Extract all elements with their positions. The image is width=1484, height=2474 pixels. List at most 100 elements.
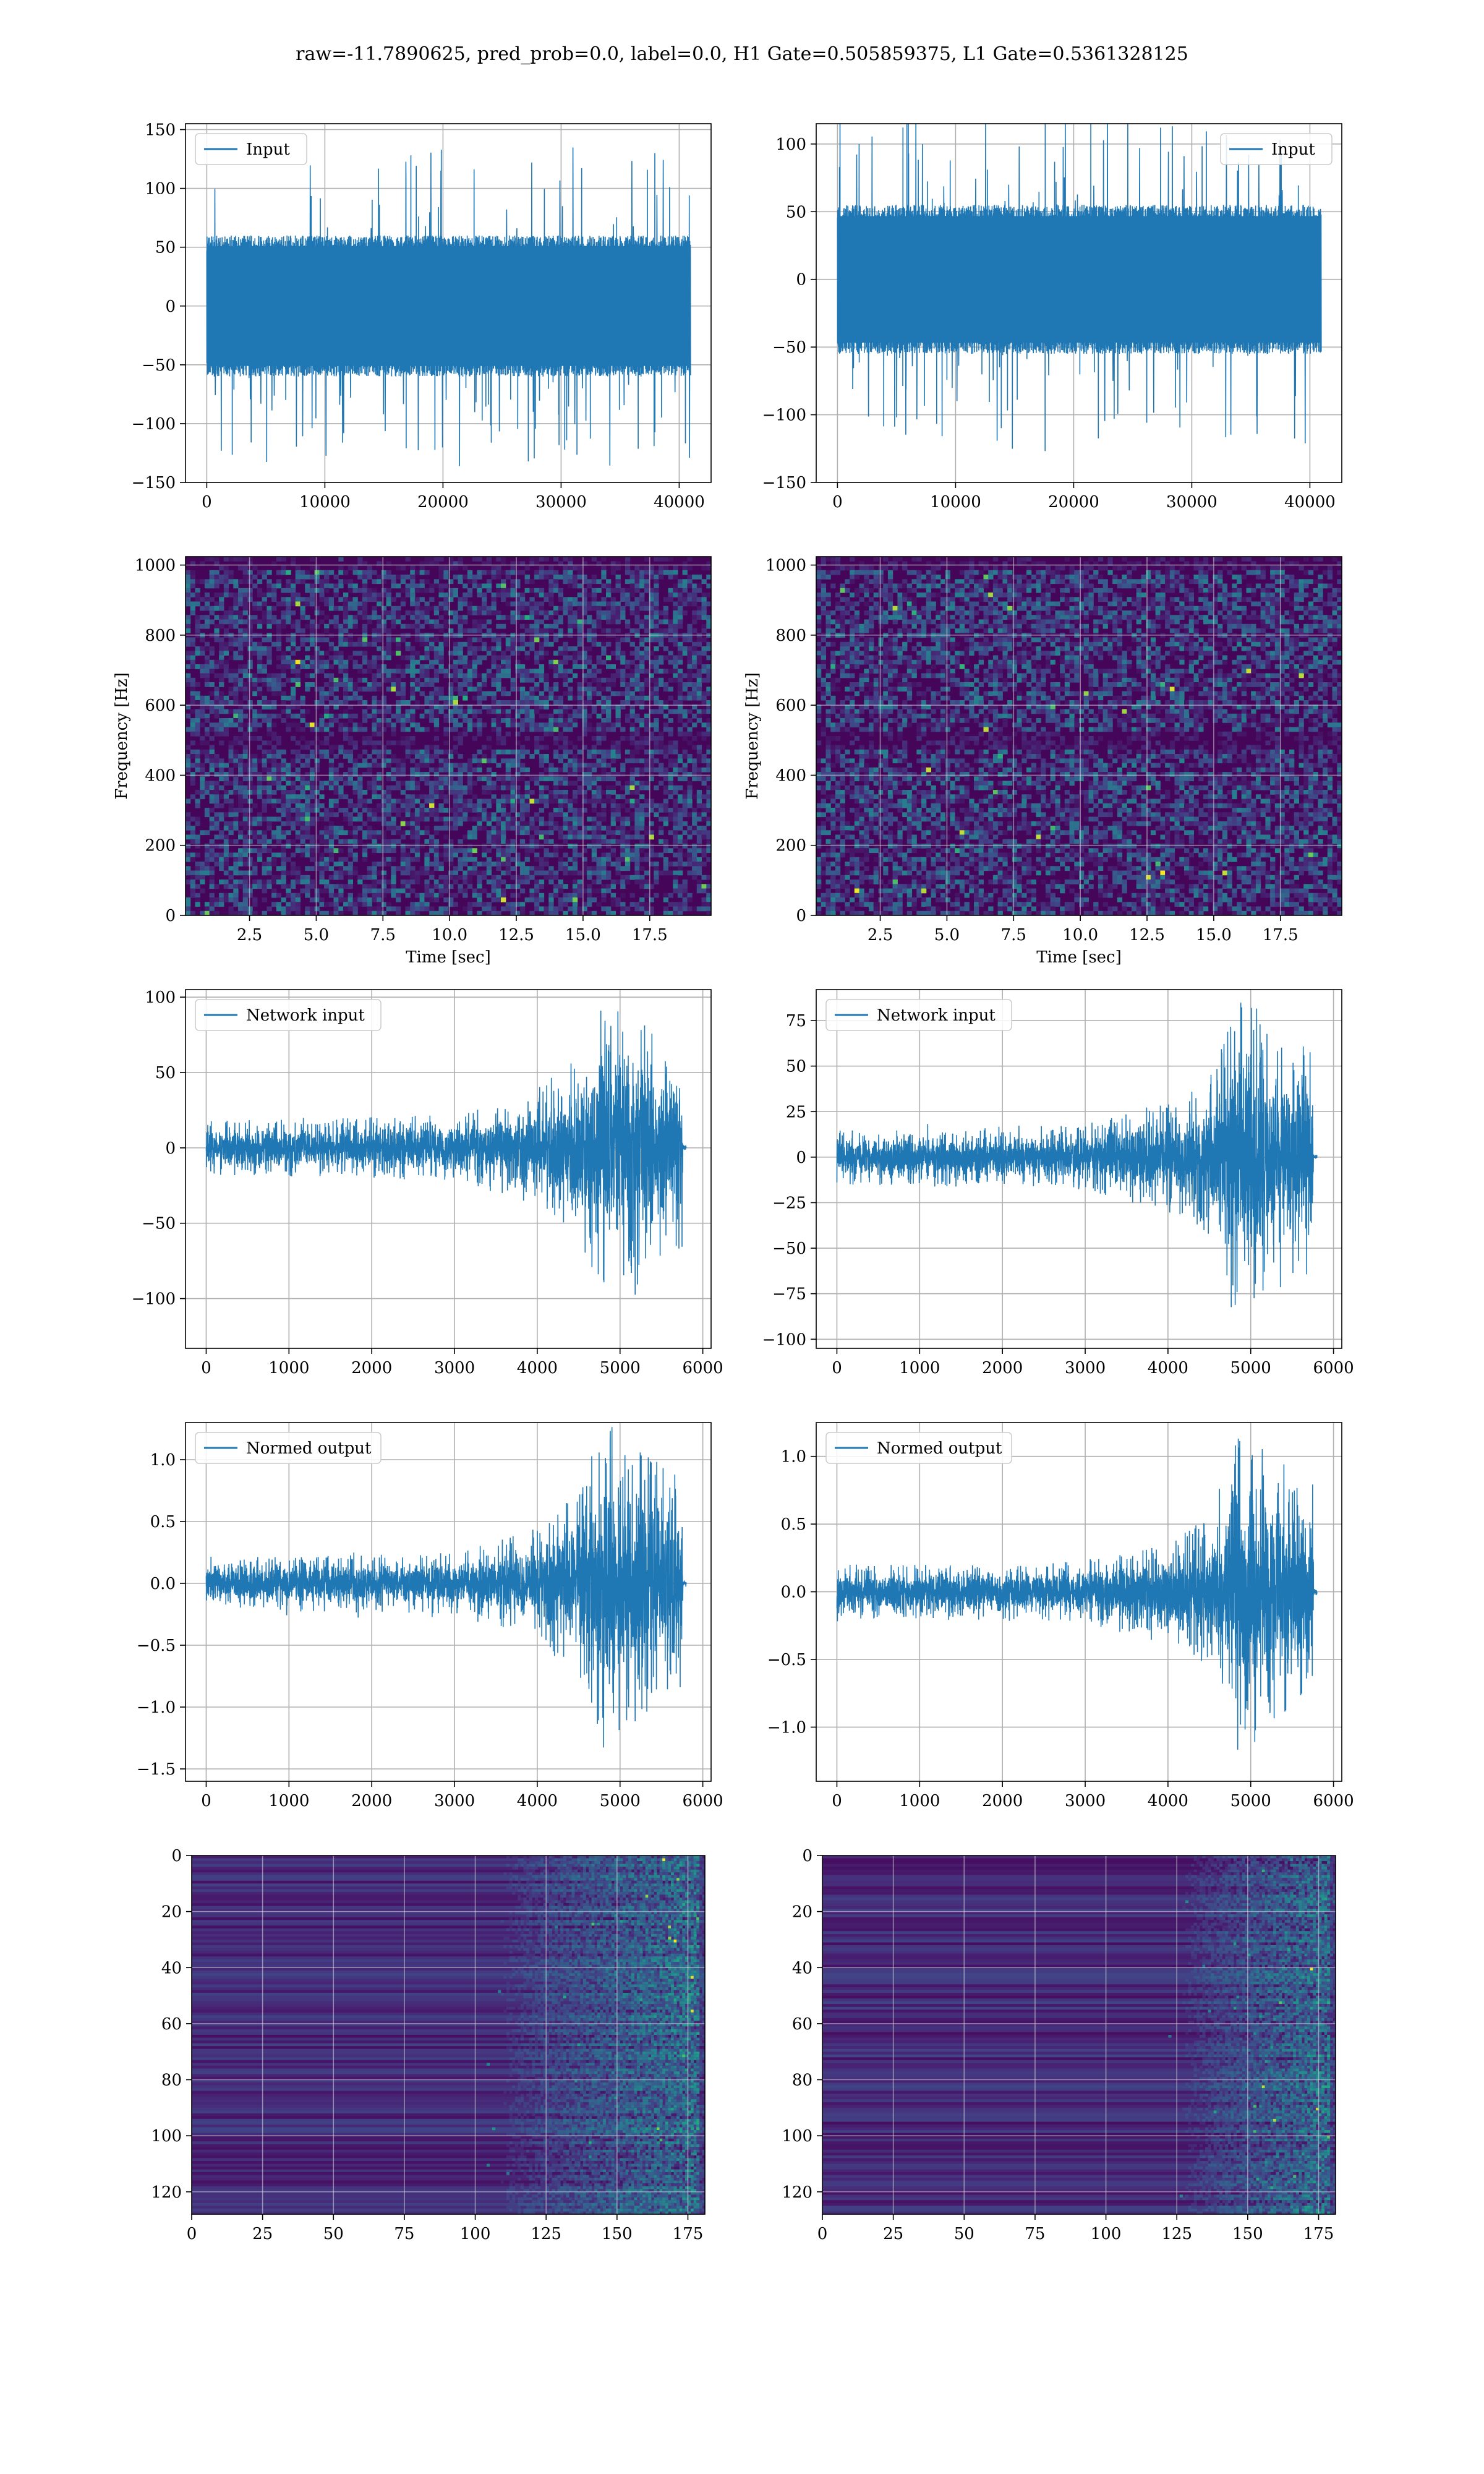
legend-label: Normed output bbox=[246, 1439, 372, 1458]
legend: Normed output bbox=[195, 1432, 382, 1464]
plot-area bbox=[192, 1856, 705, 2214]
x-tick-label: 3000 bbox=[434, 1359, 475, 1377]
legend: Normed output bbox=[825, 1432, 1012, 1464]
x-tick-label: 20000 bbox=[1048, 493, 1099, 511]
x-tick-label: 17.5 bbox=[632, 926, 668, 944]
y-tick-label: −100 bbox=[132, 1290, 176, 1309]
y-tick-label: −1.0 bbox=[767, 1718, 806, 1737]
series-line bbox=[836, 1438, 1318, 1750]
x-tick-label: 10.0 bbox=[1062, 926, 1098, 944]
x-tick-label: 5000 bbox=[1230, 1359, 1271, 1377]
grid bbox=[822, 1856, 1336, 2214]
y-tick-label: −1.0 bbox=[137, 1698, 176, 1717]
x-tick-label: 5.0 bbox=[934, 926, 960, 944]
y-tick-label: 0 bbox=[171, 1847, 182, 1865]
x-tick-label: 2.5 bbox=[237, 926, 262, 944]
series-line bbox=[836, 1003, 1318, 1308]
y-tick-label: 120 bbox=[151, 2183, 182, 2202]
plot-area bbox=[186, 990, 711, 1348]
y-tick-label: 50 bbox=[786, 1058, 806, 1076]
legend: Network input bbox=[825, 999, 1012, 1031]
y-tick-label: 150 bbox=[145, 121, 176, 140]
plot-area bbox=[186, 124, 711, 482]
x-tick-label: 0 bbox=[817, 2225, 828, 2243]
y-tick-label: 600 bbox=[145, 696, 176, 715]
chart-spectrogram-l1: 2.5 5.0 7.5 10.0 12.5 15.0 17.5 0 200 400 600 800 10… bbox=[743, 556, 1342, 967]
legend: Network input bbox=[195, 999, 382, 1031]
y-tick-label: 50 bbox=[786, 203, 806, 221]
ticks: 2.5 5.0 7.5 10.0 12.5 15.0 17.5 0 200 400 600 800 10… bbox=[765, 557, 1298, 944]
x-tick-label: 150 bbox=[1232, 2225, 1263, 2243]
x-tick-label: 5000 bbox=[1230, 1792, 1271, 1810]
x-tick-label: 10000 bbox=[930, 493, 981, 511]
heatmap-cells bbox=[816, 557, 1342, 915]
x-tick-label: 0 bbox=[832, 1792, 842, 1810]
y-tick-label: 400 bbox=[775, 766, 806, 785]
y-tick-label: 0 bbox=[165, 1139, 176, 1158]
legend-label: Input bbox=[1271, 140, 1315, 159]
x-tick-label: 50 bbox=[954, 2225, 974, 2243]
x-tick-label: 75 bbox=[394, 2225, 414, 2243]
legend-label: Normed output bbox=[877, 1439, 1002, 1458]
x-tick-label: 12.5 bbox=[498, 926, 534, 944]
axes-frame bbox=[185, 556, 712, 916]
x-tick-label: 25 bbox=[252, 2225, 273, 2243]
y-tick-label: 50 bbox=[155, 1064, 176, 1082]
ticks: 2.5 5.0 7.5 10.0 12.5 15.0 17.5 0 200 400 600 800 10… bbox=[135, 557, 668, 944]
x-tick-label: 3000 bbox=[1065, 1792, 1106, 1810]
x-tick-label: 125 bbox=[531, 2225, 561, 2243]
x-tick-label: 3000 bbox=[434, 1792, 475, 1810]
series-core-band bbox=[837, 216, 1321, 343]
chart-input-h1: Input 0 10000 20000 30000 40000 −150 −100 −50 0 50… bbox=[132, 121, 712, 511]
x-axis-label: Time [sec] bbox=[1036, 948, 1122, 967]
plot-area bbox=[186, 557, 711, 915]
y-tick-label: 100 bbox=[782, 2127, 812, 2146]
axes-frame bbox=[185, 989, 712, 1349]
chart-normed-output-l1: Normed output 0 1000 2000 3000 4000 5000 6000 −1… bbox=[767, 1422, 1354, 1810]
x-tick-label: 2000 bbox=[982, 1359, 1023, 1377]
y-tick-label: −0.5 bbox=[137, 1637, 176, 1655]
series-line bbox=[205, 1011, 687, 1295]
y-tick-label: 100 bbox=[775, 135, 806, 154]
axes-frame bbox=[185, 123, 712, 483]
axes-frame bbox=[185, 1422, 712, 1782]
y-tick-label: 120 bbox=[782, 2183, 812, 2202]
y-tick-label: 200 bbox=[775, 837, 806, 855]
axes-frame bbox=[822, 1855, 1336, 2215]
y-tick-label: 800 bbox=[775, 627, 806, 645]
y-axis-label: Frequency [Hz] bbox=[743, 672, 762, 800]
ticks: 0 1000 2000 3000 4000 5000 6000 −100 −75 −50 −25 0 2… bbox=[762, 1012, 1354, 1377]
series-core-band bbox=[207, 246, 691, 366]
heatmap-cells bbox=[192, 1856, 705, 2214]
chart-input-l1: Input 0 10000 20000 30000 40000 −150 −100 −50 0 50… bbox=[762, 123, 1342, 511]
y-tick-label: −100 bbox=[762, 406, 806, 425]
y-tick-label: −100 bbox=[132, 415, 176, 434]
plot-area bbox=[186, 1423, 711, 1781]
y-tick-label: 200 bbox=[145, 837, 176, 855]
chart-normed-output-h1: Normed output 0 1000 2000 3000 4000 5000 6000 −1… bbox=[137, 1422, 723, 1810]
y-tick-label: −1.5 bbox=[137, 1760, 176, 1779]
y-tick-label: 0.5 bbox=[781, 1515, 806, 1534]
x-tick-label: 5000 bbox=[600, 1792, 641, 1810]
x-tick-label: 0 bbox=[832, 1359, 842, 1377]
x-tick-label: 4000 bbox=[1148, 1359, 1188, 1377]
y-tick-label: −50 bbox=[772, 1239, 806, 1258]
heatmap-cells bbox=[186, 557, 711, 915]
y-tick-label: 1.0 bbox=[150, 1451, 176, 1470]
y-tick-label: 50 bbox=[155, 239, 176, 257]
x-tick-label: 15.0 bbox=[565, 926, 601, 944]
x-tick-label: 0 bbox=[201, 1359, 211, 1377]
y-tick-label: 0 bbox=[796, 907, 806, 925]
y-tick-label: 1000 bbox=[765, 557, 806, 575]
y-tick-label: 20 bbox=[792, 1903, 812, 1922]
x-tick-label: 20000 bbox=[417, 493, 469, 511]
y-tick-label: −50 bbox=[142, 356, 176, 375]
x-tick-label: 30000 bbox=[535, 493, 587, 511]
chart-feature-map-h1: 0 25 50 75 100 125 150 175 0 20 40 60 80 100 120 bbox=[151, 1847, 706, 2243]
x-tick-label: 2000 bbox=[351, 1792, 392, 1810]
y-tick-label: 60 bbox=[792, 2015, 812, 2034]
x-tick-label: 6000 bbox=[683, 1359, 723, 1377]
y-tick-label: 1.0 bbox=[781, 1448, 806, 1466]
